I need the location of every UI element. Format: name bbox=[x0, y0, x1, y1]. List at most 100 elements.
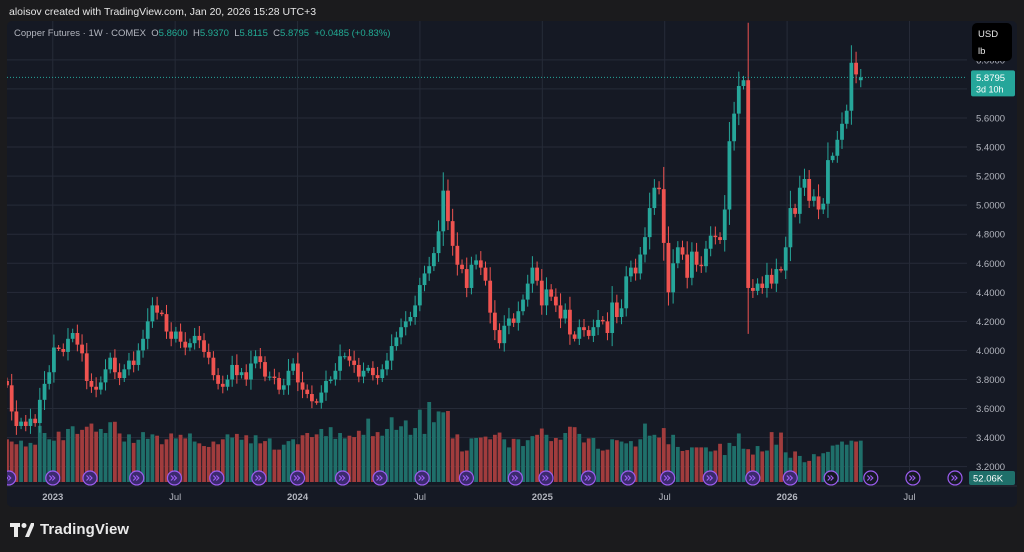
volume-bar bbox=[854, 441, 858, 482]
candle bbox=[830, 155, 835, 161]
volume-bar bbox=[94, 431, 99, 482]
dividend-event-marker bbox=[82, 470, 98, 486]
volume-bar bbox=[582, 442, 586, 482]
volume-bar bbox=[159, 444, 164, 482]
volume-bar bbox=[75, 433, 80, 482]
candle bbox=[98, 382, 103, 390]
candle bbox=[7, 380, 9, 386]
volume-bar bbox=[249, 443, 253, 482]
volume-bar bbox=[408, 434, 413, 482]
candle bbox=[19, 421, 23, 426]
dividend-event-marker bbox=[660, 470, 676, 486]
volume-bar bbox=[460, 451, 464, 482]
volume-bar bbox=[183, 438, 188, 482]
candle bbox=[750, 287, 755, 291]
candle bbox=[192, 335, 197, 344]
candle bbox=[586, 330, 591, 336]
volume-bar bbox=[525, 440, 530, 482]
volume-bar bbox=[80, 429, 84, 482]
candle bbox=[127, 360, 131, 370]
tradingview-logo[interactable]: TradingView bbox=[10, 521, 129, 538]
candle bbox=[417, 285, 422, 306]
volume-bar bbox=[516, 439, 521, 482]
event-arrow-icon bbox=[663, 475, 671, 481]
volume-bar bbox=[497, 432, 502, 482]
candle bbox=[460, 264, 464, 270]
price-tick-label: 4.0000 bbox=[976, 346, 1005, 357]
volume-bar bbox=[750, 454, 755, 482]
candle bbox=[797, 187, 802, 214]
candle bbox=[328, 379, 333, 381]
dividend-event-marker bbox=[129, 470, 145, 486]
volume-bar bbox=[647, 435, 652, 482]
candle bbox=[765, 274, 769, 288]
price-tick-label: 4.2000 bbox=[976, 317, 1005, 328]
candle bbox=[249, 363, 253, 380]
event-arrow-icon bbox=[376, 475, 383, 481]
volume-bar bbox=[530, 436, 535, 482]
time-tick-label: Jul bbox=[903, 492, 915, 503]
dividend-event-marker bbox=[289, 470, 306, 486]
volume-bar bbox=[657, 437, 661, 482]
candle bbox=[281, 385, 286, 390]
candle bbox=[858, 77, 863, 81]
candle bbox=[389, 346, 394, 361]
price-tick-label: 4.8000 bbox=[976, 230, 1005, 241]
volume-bar bbox=[431, 422, 436, 482]
volume-bar bbox=[9, 441, 14, 482]
volume-bar bbox=[685, 450, 690, 482]
candle bbox=[94, 386, 99, 390]
candle bbox=[624, 276, 629, 309]
brand-name: TradingView bbox=[40, 521, 130, 538]
candle bbox=[253, 356, 258, 364]
dividend-event-marker bbox=[458, 470, 475, 486]
volume-bar bbox=[19, 440, 23, 482]
volume-bar bbox=[366, 418, 371, 482]
volume-bar bbox=[689, 447, 694, 482]
last-price-tag-value: 5.8795 bbox=[976, 73, 1005, 84]
volume-bar bbox=[253, 435, 258, 482]
volume-bar bbox=[84, 426, 89, 482]
volume-bar bbox=[807, 460, 812, 482]
volume-bar bbox=[286, 441, 291, 482]
volume-bar bbox=[333, 438, 338, 482]
volume-bar bbox=[652, 434, 657, 482]
volume-bar bbox=[553, 437, 558, 482]
price-chart[interactable]: 2023Jul2024Jul2025Jul2026Jul6.00005.8000… bbox=[7, 21, 1017, 507]
volume-bar bbox=[145, 438, 150, 482]
volume-bar bbox=[629, 441, 633, 482]
time-tick-label: Jul bbox=[414, 492, 426, 503]
candle bbox=[380, 369, 385, 379]
candle bbox=[164, 314, 169, 332]
price-tick-label: 5.2000 bbox=[976, 172, 1005, 183]
dividend-event-marker bbox=[947, 470, 963, 486]
event-arrow-icon bbox=[584, 475, 592, 481]
volume-bar bbox=[188, 433, 192, 482]
dividend-event-marker bbox=[538, 470, 554, 486]
volume-bar bbox=[464, 450, 469, 482]
volume-bar bbox=[52, 440, 56, 482]
volume-bar bbox=[572, 427, 577, 482]
volume-bar bbox=[371, 436, 375, 482]
candle bbox=[647, 208, 652, 238]
event-arrow-icon bbox=[908, 475, 916, 481]
event-arrow-icon bbox=[7, 475, 12, 481]
candle bbox=[802, 179, 807, 188]
volume-bar bbox=[671, 434, 676, 482]
volume-bar bbox=[844, 444, 849, 482]
volume-bar bbox=[797, 455, 802, 482]
dividend-event-marker bbox=[414, 470, 430, 486]
currency-unit-selector[interactable]: USD lb bbox=[972, 23, 1012, 61]
candle bbox=[131, 360, 136, 365]
candle bbox=[277, 378, 281, 390]
volume-bar bbox=[830, 445, 835, 482]
volume-bar bbox=[117, 433, 122, 482]
chart-panel[interactable]: 2023Jul2024Jul2025Jul2026Jul6.00005.8000… bbox=[7, 21, 1017, 507]
volume-bar bbox=[600, 450, 605, 482]
volume-bar bbox=[164, 439, 169, 482]
candle bbox=[75, 333, 80, 345]
candle bbox=[108, 357, 113, 370]
candle bbox=[811, 196, 816, 201]
candle bbox=[826, 160, 830, 204]
candle bbox=[314, 401, 319, 403]
